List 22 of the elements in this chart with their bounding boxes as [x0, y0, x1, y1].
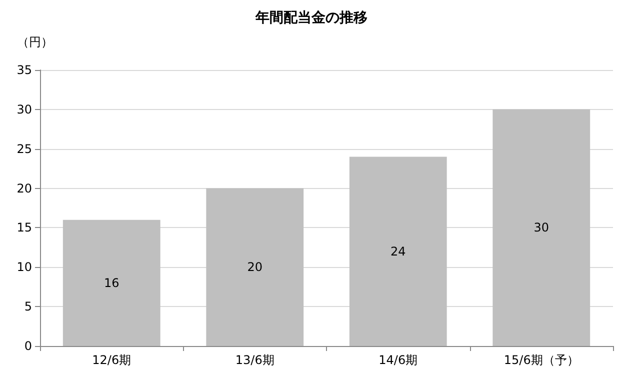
x-tick-label: 13/6期: [235, 353, 274, 367]
x-tick-label: 12/6期: [92, 353, 132, 367]
x-tick-label: 15/6期（予）: [504, 353, 579, 367]
bar: [492, 109, 590, 346]
y-tick-label: 20: [16, 181, 32, 196]
chart-title: 年間配当金の推移: [254, 10, 368, 26]
y-tick-label: 5: [24, 300, 32, 314]
data-label: 24: [390, 244, 406, 258]
data-label: 16: [104, 276, 120, 290]
y-tick-label: 10: [16, 260, 32, 274]
bar: [62, 220, 160, 346]
y-tick-label: 35: [16, 63, 32, 77]
y-tick-label: 15: [16, 220, 32, 235]
y-tick-label: 30: [16, 102, 32, 116]
x-tick-label: 14/6期: [378, 353, 418, 367]
y-axis-title: （円）: [17, 35, 53, 49]
data-label: 30: [534, 220, 550, 235]
y-tick-label: 25: [16, 142, 32, 156]
y-tick-label: 0: [24, 339, 32, 353]
bar: [349, 156, 447, 346]
bar: [206, 188, 304, 346]
data-label: 20: [247, 260, 263, 274]
